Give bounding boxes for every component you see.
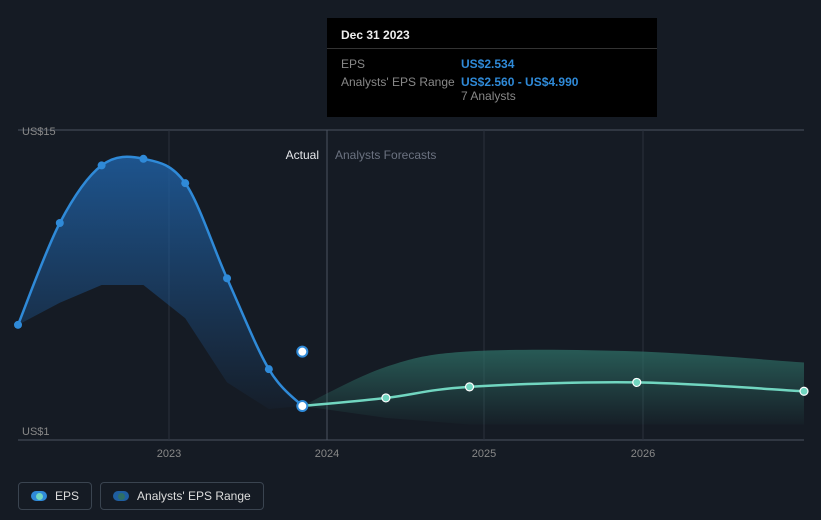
chart-legend: EPS Analysts' EPS Range	[18, 482, 264, 510]
tooltip-row-value: US$2.534	[461, 55, 643, 73]
xaxis-tick-label: 2026	[623, 448, 663, 460]
legend-label: Analysts' EPS Range	[137, 489, 251, 503]
xaxis-tick-label: 2025	[464, 448, 504, 460]
tooltip-row-value: US$2.560 - US$4.990 7 Analysts	[461, 73, 643, 105]
legend-item[interactable]: Analysts' EPS Range	[100, 482, 264, 510]
tooltip-analysts-count: 7 Analysts	[461, 89, 516, 103]
tooltip-row-key: Analysts' EPS Range	[341, 73, 461, 105]
chart-tooltip: Dec 31 2023 EPS US$2.534 Analysts' EPS R…	[327, 18, 657, 117]
zone-label-forecast: Analysts Forecasts	[335, 148, 436, 162]
tooltip-date: Dec 31 2023	[341, 28, 643, 42]
xaxis-tick-label: 2023	[149, 448, 189, 460]
tooltip-table: EPS US$2.534 Analysts' EPS Range US$2.56…	[341, 55, 643, 105]
legend-swatch	[113, 491, 129, 501]
legend-item[interactable]: EPS	[18, 482, 92, 510]
eps-chart: US$15 US$1 2023 2024 2025 2026 Actual Analy…	[0, 0, 821, 520]
legend-swatch	[31, 491, 47, 501]
legend-label: EPS	[55, 489, 79, 503]
xaxis-tick-label: 2024	[307, 448, 347, 460]
yaxis-label-top: US$15	[22, 126, 56, 138]
zone-label-actual: Actual	[286, 148, 319, 162]
tooltip-row-key: EPS	[341, 55, 461, 73]
yaxis-label-bottom: US$1	[22, 426, 50, 438]
